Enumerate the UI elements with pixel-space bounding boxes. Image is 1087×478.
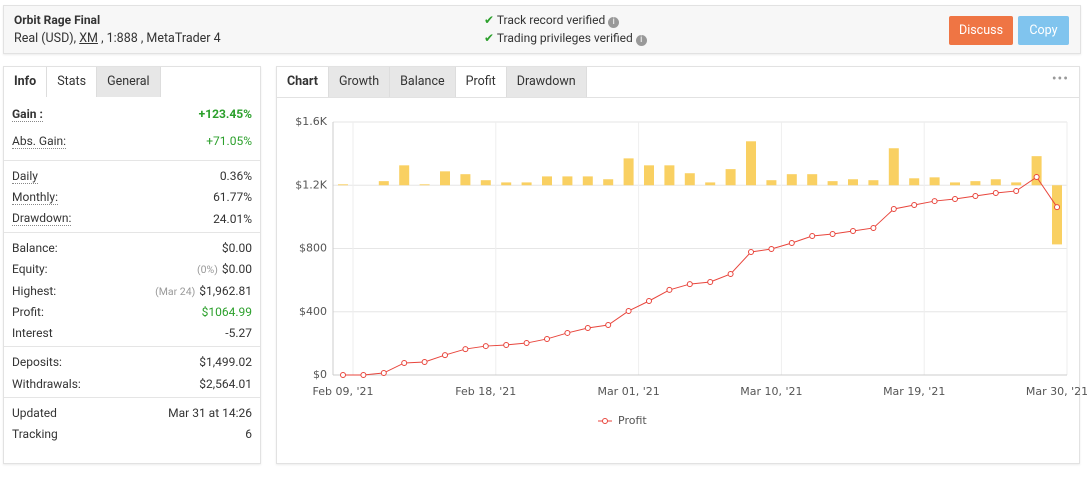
- stat-value: +71.05%: [206, 134, 252, 148]
- stat-label: Interest: [12, 326, 53, 341]
- stat-value-wrap: 6: [245, 427, 252, 441]
- stat-label: Withdrawals:: [12, 376, 81, 391]
- stat-row: Equity: (0%) $0.00: [12, 259, 252, 279]
- stat-label: Highest:: [12, 283, 57, 298]
- stat-label: Abs. Gain:: [12, 133, 67, 149]
- stat-value-wrap: +71.05%: [206, 134, 252, 148]
- tab[interactable]: Growth: [328, 67, 391, 97]
- verification-text: Track record verified: [496, 13, 606, 27]
- stat-value-wrap: $2,564.01: [199, 377, 252, 391]
- stat-value-wrap: 61.77%: [213, 190, 252, 204]
- stat-value: 61.77%: [213, 190, 252, 205]
- chart-tabs: Chart Growth Balance Profit Drawdown: [277, 67, 587, 97]
- stat-value-wrap: $1064.99: [202, 305, 252, 319]
- chart-panel: Chart Growth Balance Profit Drawdown •••: [276, 66, 1080, 464]
- stat-value: Mar 31 at 14:26: [168, 406, 252, 420]
- menu-button[interactable]: •••: [1051, 71, 1069, 87]
- stat-row: Highest: (Mar 24) $1,962.81: [12, 281, 252, 301]
- stat-label: Profit:: [12, 304, 44, 319]
- stat-row: Deposits: $1,499.02: [12, 352, 252, 372]
- stat-label: Drawdown:: [12, 211, 72, 227]
- stat-row: Abs. Gain: +71.05%: [12, 131, 252, 151]
- stat-value-wrap: (Mar 24) $1,962.81: [155, 284, 252, 298]
- stat-row: Withdrawals: $2,564.01: [12, 374, 252, 394]
- stat-value-wrap: -5.27: [225, 326, 252, 340]
- stat-value: $0.00: [221, 240, 252, 255]
- tab[interactable]: Stats: [47, 67, 98, 97]
- tab[interactable]: Info: [4, 67, 48, 97]
- stat-label: Daily: [12, 168, 38, 184]
- divider: [4, 346, 260, 348]
- stats-tabs: Info Stats General: [4, 67, 161, 97]
- verification-text: Trading privileges verified: [496, 31, 633, 45]
- stat-note: (0%): [197, 263, 218, 277]
- stat-value-wrap: 0.36%: [220, 169, 252, 183]
- tab[interactable]: General: [97, 67, 161, 97]
- divider: [4, 160, 260, 161]
- stat-value: $2,564.01: [199, 376, 252, 391]
- verification: ✔ Track record verified i: [484, 13, 620, 28]
- stat-value: +123.45%: [198, 107, 252, 121]
- stat-value: 6: [245, 427, 252, 442]
- tab[interactable]: Drawdown: [506, 67, 587, 97]
- stat-row: Interest -5.27: [12, 323, 252, 343]
- broker-link[interactable]: XM: [79, 31, 98, 46]
- copy-button[interactable]: Copy: [1018, 16, 1069, 45]
- stat-row: Monthly: 61.77%: [12, 187, 252, 207]
- stat-value: 0.36%: [219, 169, 252, 183]
- stat-value-wrap: Mar 31 at 14:26: [168, 406, 252, 420]
- stat-label: Updated: [12, 406, 57, 420]
- stat-value: 24.01%: [213, 211, 252, 226]
- stat-value: $0.00: [221, 262, 252, 277]
- stat-label: Deposits:: [12, 355, 62, 370]
- stat-value-wrap: (0%) $0.00: [197, 262, 252, 276]
- tab[interactable]: Profit: [455, 67, 507, 97]
- tab[interactable]: Chart: [277, 67, 329, 97]
- stat-row: Balance: $0.00: [12, 238, 252, 258]
- stat-note: (Mar 24): [155, 284, 196, 298]
- verification: ✔ Trading privileges verified i: [484, 31, 647, 46]
- stat-row: Drawdown: 24.01%: [12, 209, 252, 229]
- stats-panel: Info Stats General Gain : +123.45% Abs. Ga…: [3, 66, 261, 464]
- account-type: Real (USD),: [14, 31, 77, 46]
- system-title: Orbit Rage Final: [14, 13, 101, 27]
- account-info: Real (USD), XM , 1:888 , MetaTrader 4: [14, 31, 221, 46]
- stat-row: Tracking 6: [12, 424, 252, 444]
- stat-label: Tracking: [12, 427, 58, 442]
- stat-label: Equity:: [12, 262, 48, 277]
- stat-value: $1,499.02: [199, 355, 252, 370]
- stat-value-wrap: $0.00: [222, 241, 252, 255]
- stat-value: $1064.99: [201, 304, 252, 319]
- account-header: Orbit Rage Final Real (USD), XM , 1:888 …: [3, 5, 1081, 54]
- stat-value-wrap: $1,499.02: [199, 355, 252, 369]
- stat-label: Balance:: [12, 240, 58, 255]
- stat-value-wrap: 24.01%: [213, 212, 252, 226]
- divider: [4, 231, 260, 233]
- stat-row: Updated Mar 31 at 14:26: [12, 403, 252, 423]
- stat-value: $1,962.81: [199, 283, 252, 298]
- stat-row: Gain : +123.45%: [12, 104, 252, 124]
- stat-row: Profit: $1064.99: [12, 302, 252, 322]
- discuss-button[interactable]: Discuss: [949, 16, 1013, 45]
- account-details: , 1:888 , MetaTrader 4: [101, 31, 221, 46]
- divider: [4, 397, 260, 398]
- stat-value-wrap: +123.45%: [199, 107, 252, 121]
- stat-label: Monthly:: [12, 189, 58, 205]
- stat-value: -5.27: [225, 326, 252, 341]
- stat-row: Daily 0.36%: [12, 166, 252, 186]
- tab[interactable]: Balance: [390, 67, 456, 97]
- stat-label: Gain :: [12, 106, 43, 122]
